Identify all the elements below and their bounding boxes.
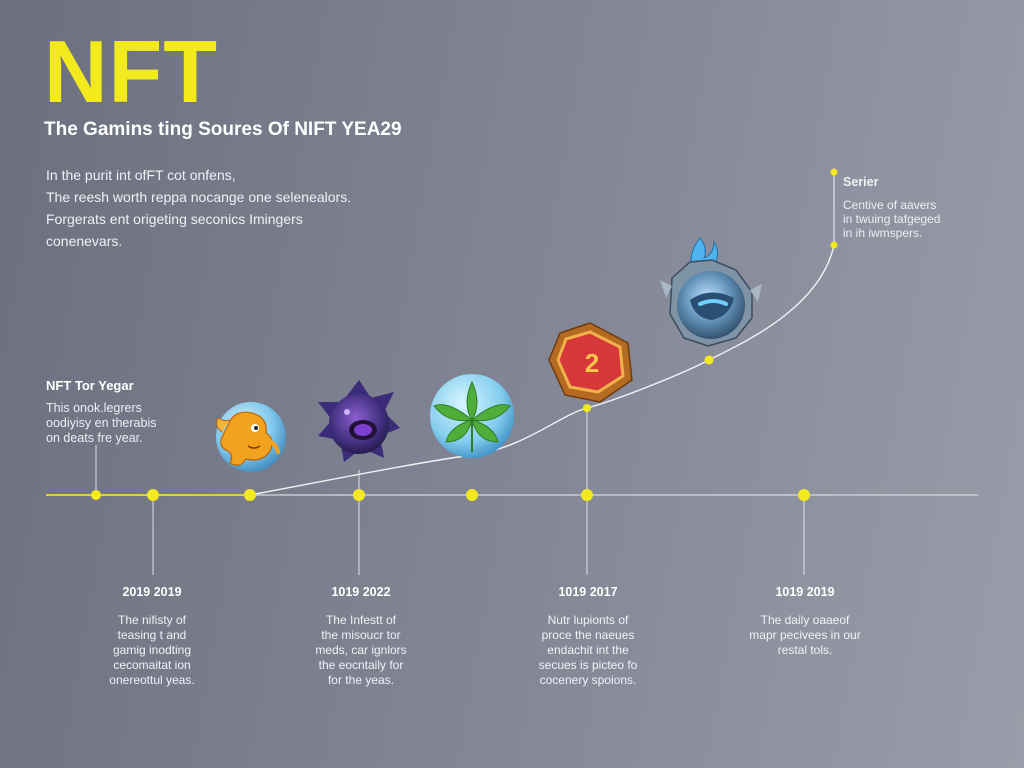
column-line: teasing t and (117, 628, 187, 642)
orange-dragon-token-icon (216, 402, 286, 472)
right-note-line: in twuing tafgeged (843, 212, 941, 226)
column-line: cecomaitat ion (113, 658, 191, 672)
left-note-heading: NFT Tor Yegar (46, 378, 134, 393)
curve-marker (704, 355, 714, 365)
column-line: endachit int the (547, 643, 629, 657)
growth-curve (249, 244, 835, 496)
column-line: the eocntaily for (318, 658, 404, 672)
left-note-line: oodiyisy en therabis (46, 416, 157, 430)
green-leaf-token-icon (430, 374, 514, 458)
column-line: for the yeas. (327, 673, 395, 687)
timeline-column: 1019 2022 The Infestt of the misoucr tor… (286, 585, 436, 688)
column-line: The Infestt of (325, 613, 397, 627)
intro-line: Forgerats ent origeting seconics Iminger… (46, 211, 303, 227)
left-note-line: on deats fre year. (46, 431, 143, 445)
left-note: NFT Tor Yegar This onok.legrers oodiyisy… (46, 378, 236, 446)
timeline-marker (147, 489, 159, 501)
column-line: mapr pecivees in our (749, 628, 861, 642)
timeline-marker (353, 489, 365, 501)
badge-number: 2 (585, 348, 599, 378)
column-line: the misoucr tor (321, 628, 401, 642)
curve-marker (583, 404, 591, 412)
column-line: cocenery spoions. (539, 673, 637, 687)
timeline-column: 1019 2017 Nutr lupionts of proce the nae… (513, 585, 663, 688)
column-line: proce the naeues (541, 628, 635, 642)
timeline-marker (244, 489, 256, 501)
page-title: NFT (44, 22, 219, 121)
purple-spiky-monster-icon (318, 380, 400, 462)
intro-line: The reesh worth reppa nocange one selene… (46, 189, 352, 205)
right-note-line: in ih iwmspers. (843, 226, 923, 240)
column-line: restal tols. (777, 643, 833, 657)
red-number-badge-icon: 2 (548, 322, 633, 403)
column-line: Nutr lupionts of (547, 613, 629, 627)
timeline-column: 2019 2019 The nifisty of teasing t and g… (77, 585, 227, 688)
curve-marker (830, 168, 838, 176)
right-note-heading: Serier (843, 175, 879, 189)
timeline-marker (91, 490, 101, 500)
column-line: secues is picteo fo (538, 658, 638, 672)
column-line: The nifisty of (117, 613, 187, 627)
column-line: meds, car ignlors (315, 643, 407, 657)
intro-line: conenevars. (46, 233, 123, 249)
column-date: 2019 2019 (122, 585, 182, 599)
column-date: 1019 2022 (331, 585, 391, 599)
column-line: gamig inodting (112, 643, 192, 657)
blue-armored-creature-icon (660, 237, 762, 347)
intro-paragraph: In the purit int ofFT cot onfens, The re… (46, 164, 406, 252)
right-note: Serier Centive of aavers in twuing tafge… (843, 175, 1003, 240)
timeline-marker (798, 489, 810, 501)
page-subtitle: The Gamins ting Soures Of NIFT YEA29 (44, 119, 402, 140)
column-line: onereottul yeas. (109, 673, 195, 687)
timeline-marker (466, 489, 478, 501)
column-date: 1019 2019 (775, 585, 835, 599)
timeline-column: 1019 2019 The daily oaaeof mapr pecivees… (730, 585, 880, 658)
right-note-line: Centive of aavers (843, 198, 937, 212)
intro-line: In the purit int ofFT cot onfens, (46, 167, 236, 183)
column-date: 1019 2017 (558, 585, 618, 599)
left-note-line: This onok.legrers (46, 401, 142, 415)
column-line: The daily oaaeof (760, 613, 850, 627)
timeline-marker (581, 489, 593, 501)
curve-marker (830, 241, 838, 249)
